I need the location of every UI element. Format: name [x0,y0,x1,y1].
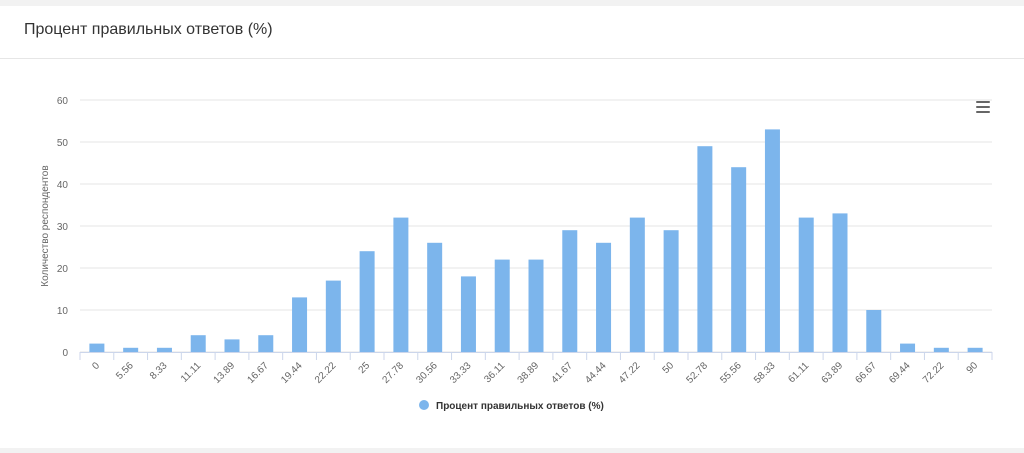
bar[interactable] [427,242,443,352]
bar[interactable] [190,335,206,352]
x-tick-label: 30.56 [414,360,440,386]
bar[interactable] [292,297,308,352]
chart-card: Процент правильных ответов (%) 0 10 20 30 40… [0,6,1024,448]
x-tick-label: 8.33 [148,360,170,382]
bar[interactable] [900,343,916,352]
x-tick-label: 0 [90,360,102,372]
bar[interactable] [663,230,679,352]
y-tick-label: 40 [57,180,69,191]
legend-label[interactable]: Процент правильных ответов (%) [436,401,604,412]
bar[interactable] [325,280,341,352]
x-tick-label: 38.89 [516,360,542,386]
x-tick-label: 72.22 [921,360,947,386]
x-tick-label: 55.56 [718,360,744,386]
bar[interactable] [629,217,645,352]
y-tick-label: 30 [57,222,69,233]
bar[interactable] [967,347,983,352]
bar[interactable] [832,213,848,352]
bar[interactable] [224,339,240,352]
x-tick-label: 16.67 [245,360,271,386]
bar[interactable] [933,347,949,352]
x-tick-label: 36.11 [482,360,507,385]
bar[interactable] [123,347,139,352]
x-tick-label: 61.11 [786,360,811,385]
x-tick-label: 44.44 [583,360,609,386]
bar[interactable] [562,230,578,352]
x-tick-label: 5.56 [114,360,136,382]
bar[interactable] [460,276,476,352]
x-tick-label: 58.33 [752,360,778,386]
y-tick-label: 0 [62,348,68,359]
x-tick-label: 90 [965,360,981,376]
bar[interactable] [764,129,780,352]
x-tick-label: 25 [357,360,373,376]
x-tick-label: 41.67 [549,360,575,386]
bar[interactable] [596,242,612,352]
bar[interactable] [798,217,814,352]
x-tick-label: 13.89 [212,360,238,386]
x-tick-label: 33.33 [448,360,474,386]
legend-marker [419,400,429,410]
x-tick-label: 27.78 [381,360,407,386]
page-title: Процент правильных ответов (%) [24,21,273,38]
x-tick-label: 47.22 [617,360,643,386]
bar-chart: 0 10 20 30 40 50 60 0 5.56 8.33 11.11 13.89 16.67 19.… [40,96,993,412]
x-tick-label: 69.44 [887,360,913,386]
bar[interactable] [156,347,172,352]
x-tick-label: 52.78 [685,360,711,386]
card-header: Процент правильных ответов (%) [0,6,1024,59]
y-tick-label: 50 [57,138,69,149]
bar[interactable] [866,310,882,352]
bar[interactable] [258,335,274,352]
y-tick-label: 60 [57,96,69,107]
bar[interactable] [89,343,105,352]
bar[interactable] [528,259,544,352]
y-tick-label: 20 [57,264,69,275]
chart-area: 0 10 20 30 40 50 60 0 5.56 8.33 11.11 13.89 16.67 19.… [0,60,1024,448]
y-tick-label: 10 [57,306,69,317]
y-axis-title: Количество респондентов [40,165,51,286]
x-tick-label: 11.11 [179,360,204,385]
x-tick-label: 22.22 [313,360,339,386]
x-tick-label: 66.67 [853,360,879,386]
x-tick-label: 63.89 [820,360,846,386]
bar[interactable] [494,259,510,352]
bar[interactable] [697,146,713,352]
bar[interactable] [393,217,409,352]
x-tick-label: 19.44 [279,360,305,386]
bar[interactable] [731,167,747,352]
x-tick-label: 50 [661,360,677,376]
bar[interactable] [359,251,375,352]
hamburger-menu-icon[interactable] [972,98,994,118]
